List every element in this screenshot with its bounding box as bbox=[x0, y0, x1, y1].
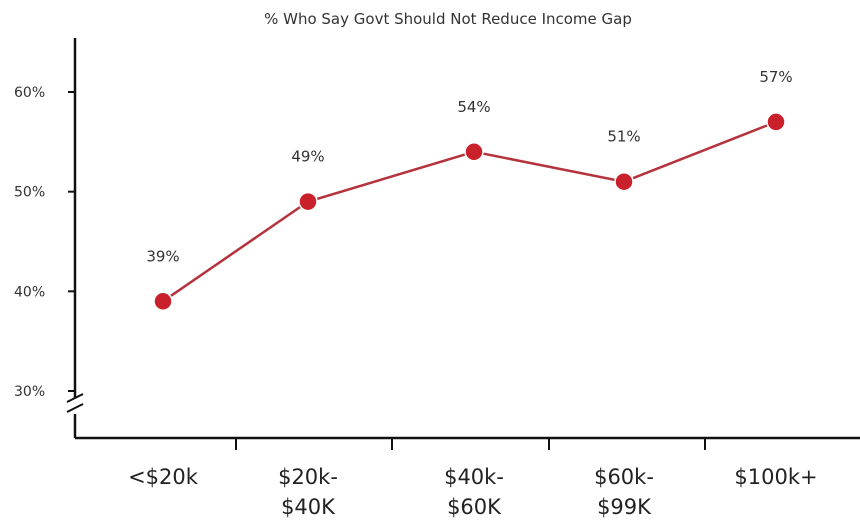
data-point bbox=[298, 191, 318, 212]
axis-break-mark bbox=[66, 393, 84, 413]
data-label: 49% bbox=[291, 148, 324, 166]
data-label: 51% bbox=[607, 128, 640, 146]
x-tick-label: $100k+ bbox=[734, 465, 817, 489]
y-tick-label: 50% bbox=[14, 185, 45, 201]
x-tick-label: $60k-$99K bbox=[594, 465, 654, 519]
data-point bbox=[464, 142, 484, 162]
data-label: 39% bbox=[146, 247, 179, 265]
y-tick-label: 40% bbox=[14, 284, 45, 300]
axes bbox=[66, 38, 860, 450]
data-labels: 39% 49% 54% 51% 57% bbox=[146, 68, 792, 265]
y-tick-label: 30% bbox=[14, 384, 45, 400]
series-group bbox=[153, 112, 786, 312]
y-axis-ticks: 30% 40% 50% 60% bbox=[14, 85, 75, 400]
x-tick-label: $20k-$40K bbox=[278, 465, 338, 519]
x-axis-ticks: <$20k $20k-$40K $40k-$60K $60k-$99K $100k+ bbox=[128, 465, 818, 519]
chart-title: % Who Say Govt Should Not Reduce Income … bbox=[264, 10, 632, 28]
y-tick-label: 60% bbox=[14, 85, 45, 101]
data-label: 54% bbox=[457, 98, 490, 116]
data-point bbox=[614, 171, 634, 192]
x-tick-label: <$20k bbox=[128, 465, 199, 489]
x-tick-label: $40k-$60K bbox=[444, 465, 504, 519]
data-label: 57% bbox=[759, 68, 792, 86]
data-point bbox=[766, 112, 786, 132]
data-point bbox=[153, 291, 173, 312]
